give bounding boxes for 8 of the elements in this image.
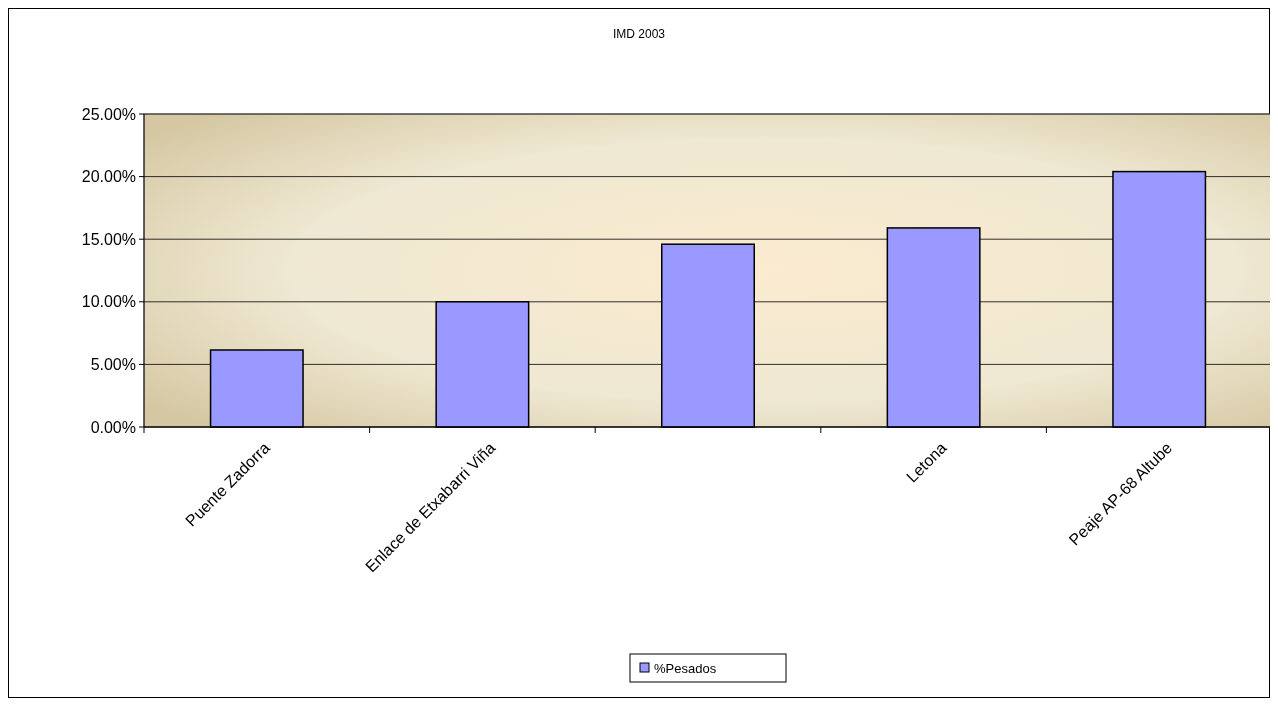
y-tick-label: 15.00% <box>81 230 136 248</box>
legend-label: %Pesados <box>654 660 717 676</box>
y-tick-label: 5.00% <box>90 356 136 373</box>
y-tick-label: 25.00% <box>81 105 136 123</box>
y-tick-label: 10.00% <box>81 293 136 311</box>
y-tick-label: 20.00% <box>81 168 136 186</box>
chart-title: IMD 2003 <box>612 27 666 41</box>
y-tick-label: 0.00% <box>90 418 136 436</box>
